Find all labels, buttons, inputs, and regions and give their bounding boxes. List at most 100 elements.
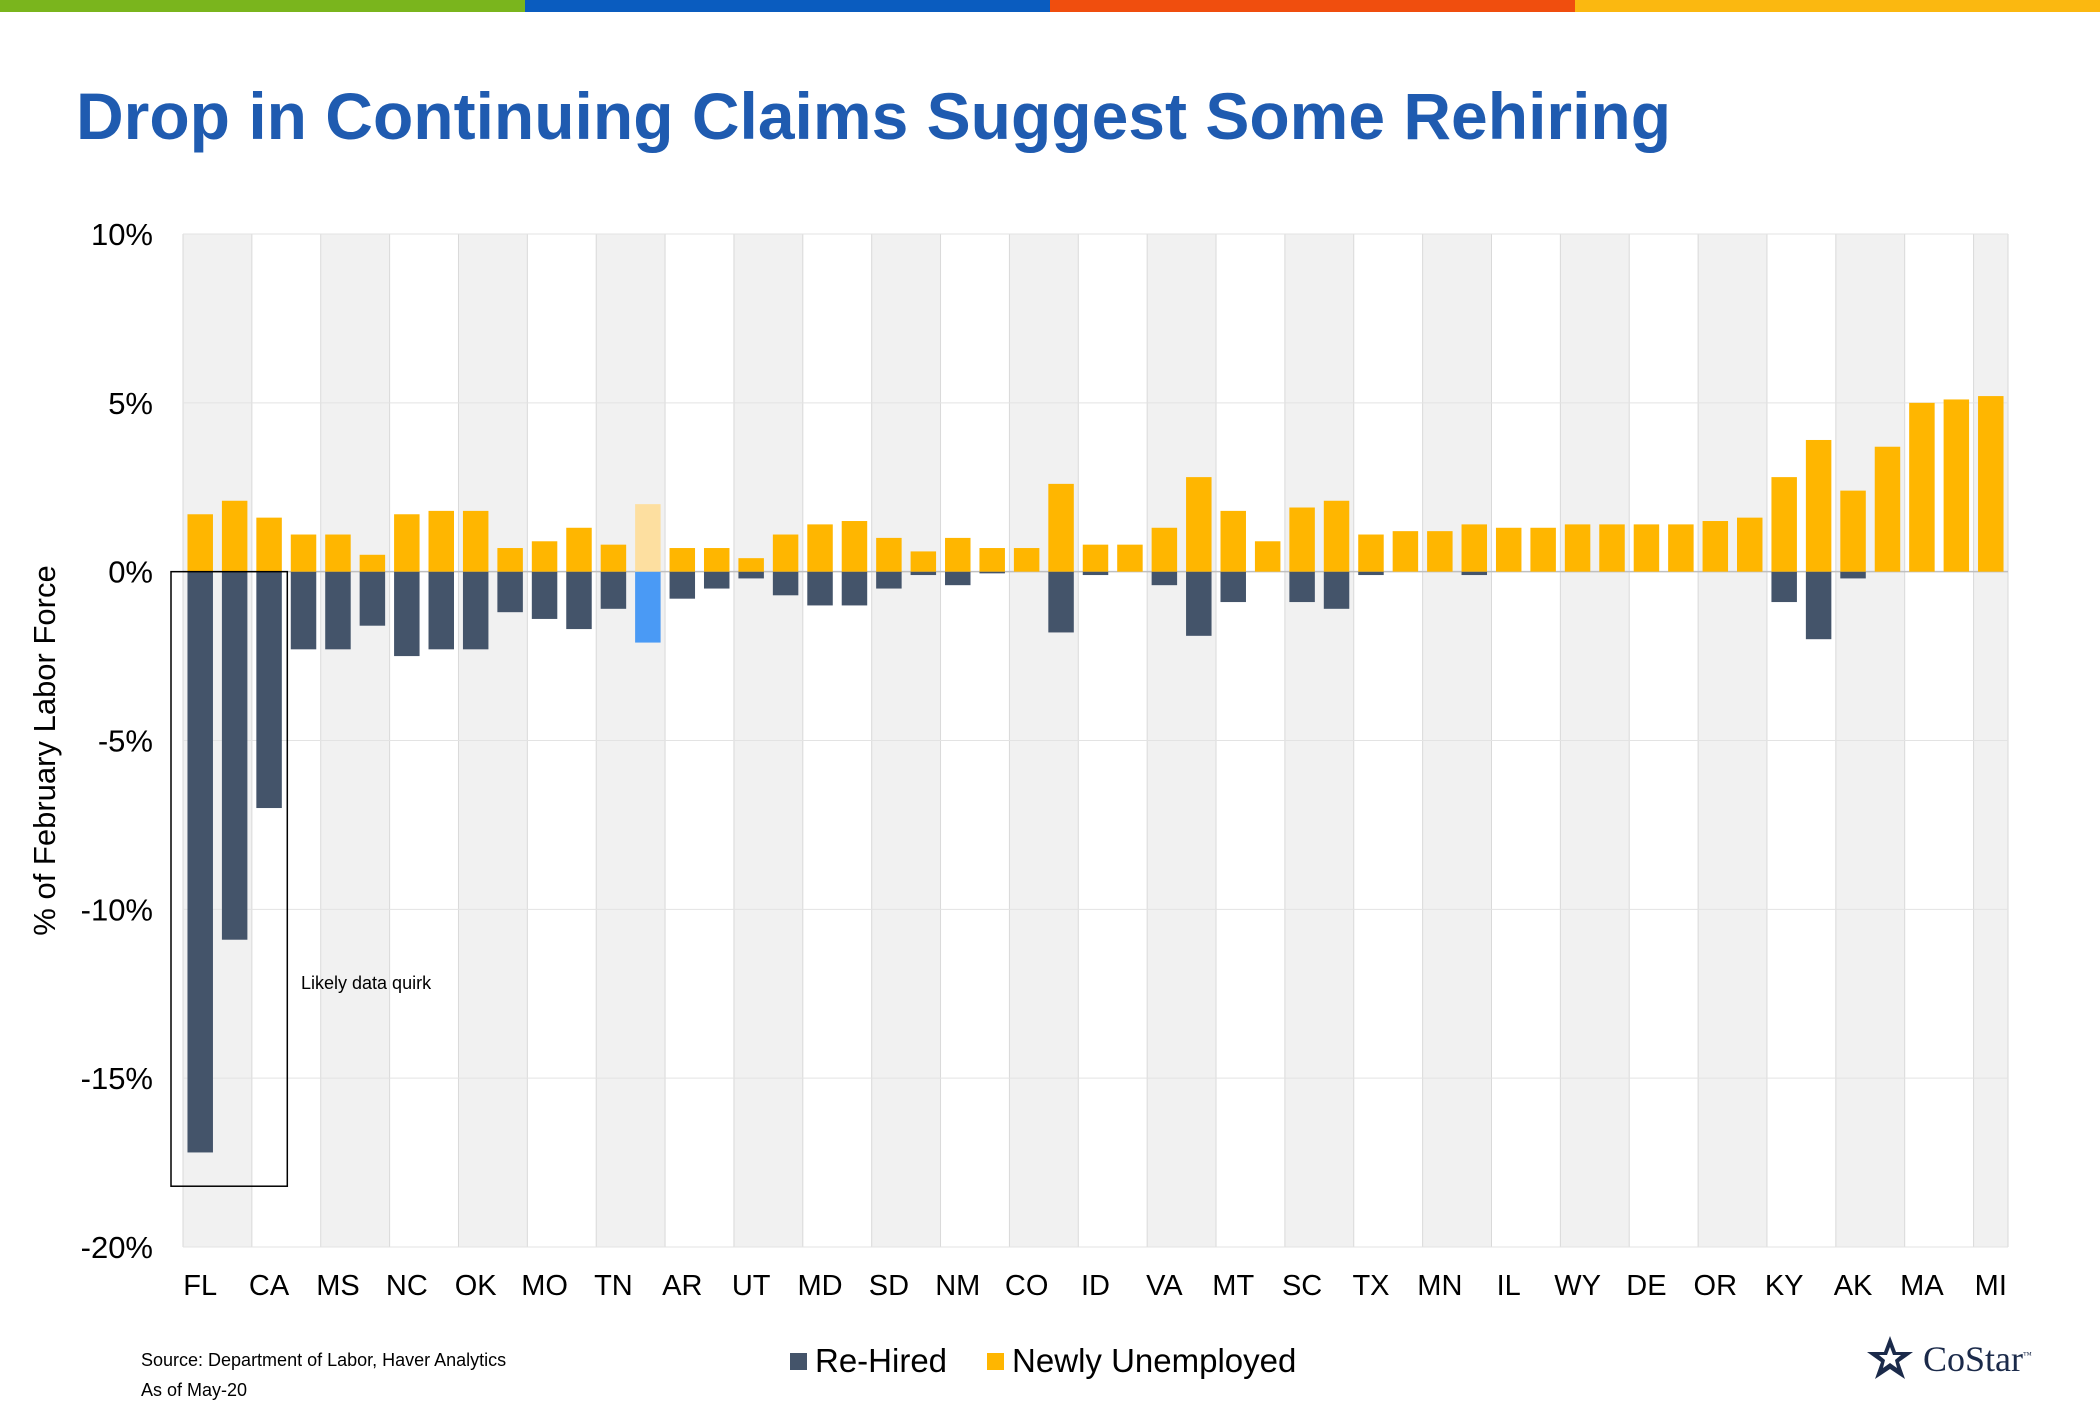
bar-rehired [1461, 571, 1488, 576]
x-tick-label: AR [662, 1270, 702, 1302]
x-tick-label: OK [455, 1270, 498, 1302]
page-title: Drop in Continuing Claims Suggest Some R… [76, 79, 1672, 153]
x-tick-label: SD [869, 1270, 909, 1302]
bar-newly-unemployed [566, 527, 592, 572]
x-tick-label: FL [183, 1270, 217, 1302]
top-bar-segment-orange [1050, 0, 1575, 12]
bar-newly-unemployed [221, 500, 248, 572]
bar-newly-unemployed [600, 544, 627, 572]
y-tick-label: -15% [81, 1061, 153, 1096]
bar-rehired [325, 571, 351, 650]
bar-newly-unemployed [1358, 534, 1384, 572]
bar-rehired [256, 571, 282, 809]
bar-rehired [359, 571, 386, 626]
bar-rehired [876, 571, 902, 589]
bar-rehired [738, 571, 764, 579]
bar-rehired [703, 571, 730, 589]
bar-newly-unemployed [703, 548, 730, 572]
x-tick-label: ID [1081, 1270, 1110, 1302]
bar-rehired [669, 571, 696, 599]
bar-newly-unemployed [290, 534, 317, 572]
bar-newly-unemployed [1599, 524, 1625, 572]
bar-newly-unemployed [1805, 439, 1832, 572]
bar-newly-unemployed [187, 514, 213, 572]
bar-rehired [1771, 571, 1797, 603]
bar-rehired [945, 571, 971, 586]
legend-label-newly-unemployed: Newly Unemployed [1012, 1342, 1297, 1379]
logo-text: CoStar™ [1923, 1338, 2032, 1380]
bar-newly-unemployed [256, 517, 282, 572]
bar-newly-unemployed [876, 537, 902, 572]
x-tick-label: IL [1497, 1270, 1521, 1302]
as-of-line: As of May-20 [141, 1380, 248, 1400]
bar-rehired [635, 571, 661, 643]
bar-newly-unemployed [1702, 521, 1729, 572]
bar-rehired [497, 571, 523, 613]
x-tick-label: AK [1834, 1270, 1873, 1302]
bar-rehired [1289, 571, 1315, 603]
bar-newly-unemployed [497, 548, 523, 572]
source-note: Source: Department of Labor, Haver Analy… [141, 1345, 506, 1405]
bar-newly-unemployed [979, 548, 1005, 572]
bar-newly-unemployed [1943, 399, 1970, 572]
x-tick-label: KY [1765, 1270, 1804, 1302]
x-tick-label: SC [1282, 1270, 1322, 1302]
bar-rehired [1323, 571, 1350, 609]
bar-newly-unemployed [910, 551, 937, 572]
legend-item-newly-unemployed: Newly Unemployed [987, 1342, 1296, 1380]
bar-newly-unemployed [1461, 524, 1488, 572]
top-color-bar [0, 0, 2100, 12]
y-tick-label: 10% [91, 217, 153, 252]
bar-newly-unemployed [1874, 446, 1901, 572]
top-bar-segment-blue [525, 0, 1050, 12]
bar-rehired [979, 571, 1005, 574]
bar-rehired [1082, 571, 1109, 576]
bar-newly-unemployed [1082, 544, 1109, 572]
bar-newly-unemployed [428, 510, 454, 572]
bar-newly-unemployed [807, 524, 833, 572]
bar-newly-unemployed [738, 558, 764, 572]
y-tick-label: -5% [98, 724, 153, 759]
bar-newly-unemployed [1323, 500, 1350, 572]
legend-swatch-rehired [790, 1352, 807, 1370]
bar-rehired [394, 571, 420, 657]
x-tick-label: CO [1005, 1270, 1049, 1302]
bar-newly-unemployed [1668, 524, 1694, 572]
bar-newly-unemployed [1633, 524, 1660, 572]
top-bar-segment-yellow [1575, 0, 2100, 12]
bar-rehired [1358, 571, 1384, 576]
y-tick-label: 0% [108, 555, 153, 590]
bar-newly-unemployed [841, 521, 868, 572]
x-tick-label: NM [935, 1270, 980, 1302]
bar-newly-unemployed [945, 537, 971, 572]
costar-logo: CoStar™ [1865, 1334, 2032, 1384]
bar-newly-unemployed [1427, 531, 1453, 572]
bar-rehired [910, 571, 937, 576]
x-tick-label: MA [1900, 1270, 1944, 1302]
legend-label-rehired: Re-Hired [815, 1342, 948, 1379]
bar-newly-unemployed [1151, 527, 1178, 572]
bar-rehired [772, 571, 799, 596]
x-tick-label: TX [1352, 1270, 1389, 1302]
bar-rehired [187, 571, 213, 1153]
bar-newly-unemployed [1909, 402, 1935, 572]
x-tick-label: MN [1417, 1270, 1462, 1302]
bar-rehired [428, 571, 454, 650]
bar-rehired [566, 571, 592, 630]
bar-newly-unemployed [1117, 544, 1143, 572]
bar-rehired [462, 571, 489, 650]
bar-newly-unemployed [1495, 527, 1522, 572]
bar-newly-unemployed [1564, 524, 1591, 572]
bar-newly-unemployed [1013, 548, 1040, 572]
bar-rehired [221, 571, 248, 940]
legend-item-rehired: Re-Hired [790, 1342, 947, 1380]
x-tick-label: OR [1694, 1270, 1738, 1302]
bar-newly-unemployed [394, 514, 420, 572]
x-tick-label: WY [1554, 1270, 1601, 1302]
y-axis-label: % of February Labor Force [27, 565, 62, 935]
y-tick-label: -20% [81, 1230, 153, 1265]
x-tick-label: CA [249, 1270, 290, 1302]
top-bar-segment-green [0, 0, 525, 12]
bar-newly-unemployed [1771, 477, 1797, 572]
